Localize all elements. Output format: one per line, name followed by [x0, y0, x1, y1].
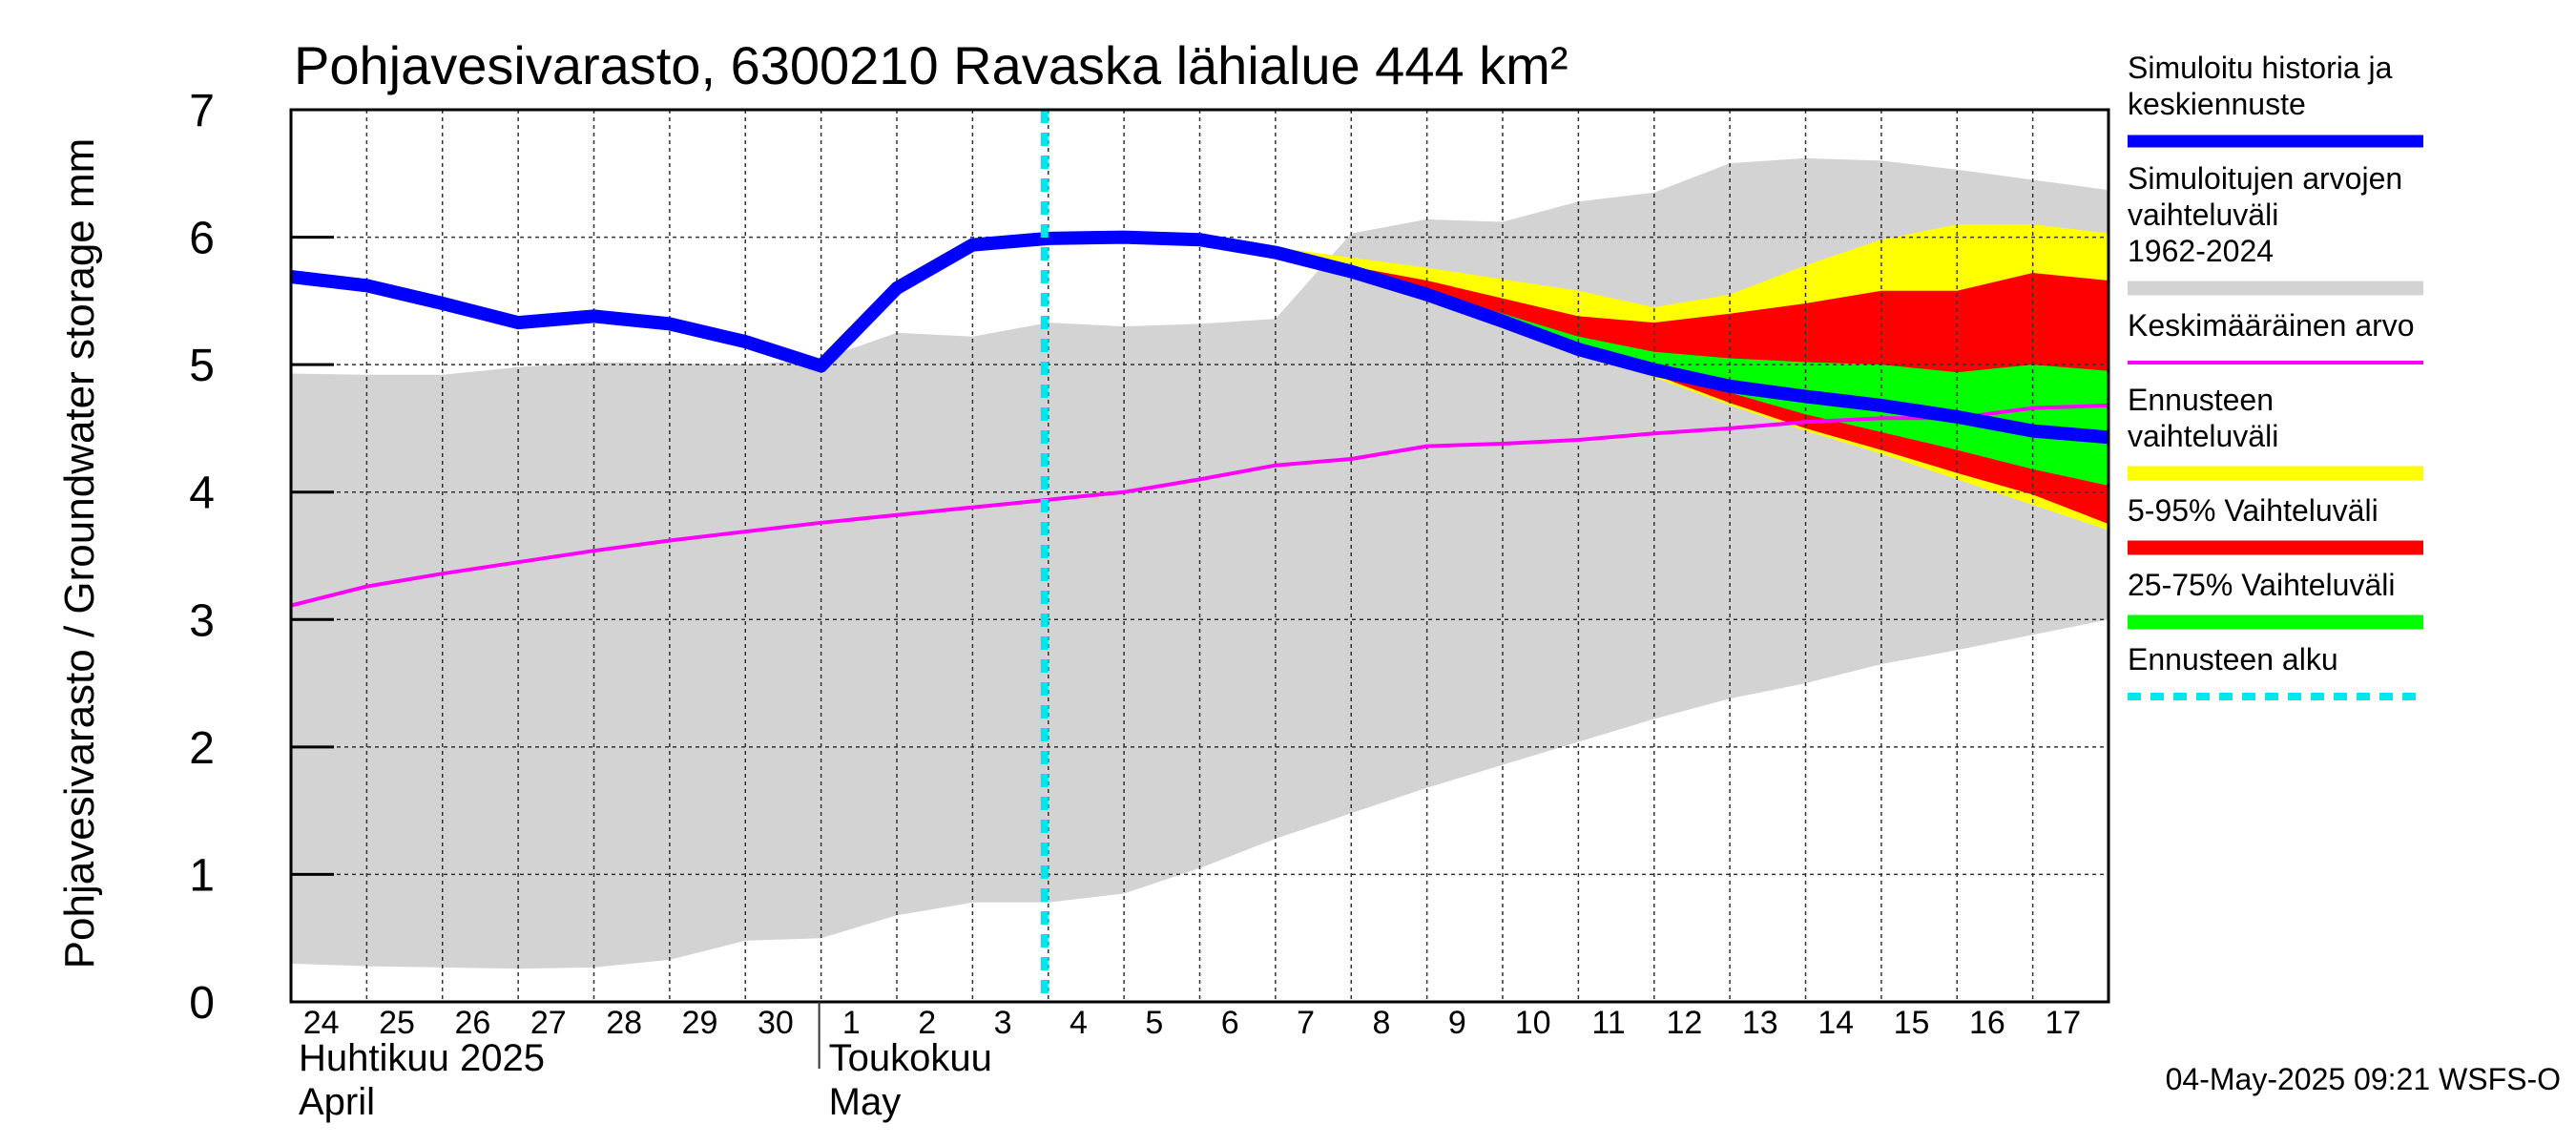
legend-label-5-95-vaihteluv-li: 5-95% Vaihteluväli — [2128, 493, 2379, 528]
legend-label-25-75-vaihteluv-li: 25-75% Vaihteluväli — [2128, 568, 2395, 602]
x-tick-label: 11 — [1591, 1005, 1625, 1041]
x-tick-label: 9 — [1448, 1005, 1466, 1041]
x-tick-label: 1 — [842, 1005, 861, 1041]
x-tick-label: 26 — [455, 1005, 491, 1041]
y-tick-label: 1 — [189, 850, 215, 901]
x-tick-labels: 24 25 26 27 28 29 30 1 2 3 4 5 6 7 8 9 10 11 12 13 14 15 16 17 — [303, 1005, 2081, 1041]
footer-timestamp: 04-May-2025 09:21 WSFS-O — [2166, 1062, 2561, 1096]
y-tick-label: 5 — [189, 341, 215, 391]
x-tick-label: 24 — [303, 1005, 340, 1041]
series-simuloitu-historia-ja-keskiennuste — [290, 230, 2109, 445]
x-tick-label: 6 — [1221, 1005, 1239, 1041]
x-tick-label: 30 — [758, 1005, 794, 1041]
y-tick-label: 7 — [189, 86, 215, 136]
legend: Simuloitu historia ja keskiennuste Simuloi… — [2128, 51, 2423, 700]
series-keskim-r-inen-arvo — [290, 403, 2109, 608]
axes-layer — [289, 108, 2110, 1004]
x-tick-label: 12 — [1667, 1005, 1703, 1041]
x-tick-label: 25 — [379, 1005, 415, 1041]
x-tick-label: 3 — [994, 1005, 1012, 1041]
x-tick-label: 17 — [2045, 1005, 2081, 1041]
month-label-en: April — [299, 1081, 375, 1123]
y-tick-label: 4 — [189, 468, 215, 519]
y-axis-label: Pohjavesivarasto / Groundwater storage m… — [56, 138, 103, 969]
y-tick-labels: 0 1 2 3 4 5 6 7 — [189, 86, 215, 1029]
month-label-en: May — [829, 1081, 902, 1123]
x-tick-label: 15 — [1894, 1005, 1930, 1041]
x-tick-label: 2 — [918, 1005, 936, 1041]
y-tick-label: 6 — [189, 214, 215, 264]
y-tick-label: 2 — [189, 723, 215, 774]
month-label-fi: Toukokuu — [829, 1037, 992, 1079]
plot-frame — [289, 108, 2110, 1004]
x-tick-label: 14 — [1818, 1005, 1854, 1041]
x-tick-label: 10 — [1515, 1005, 1551, 1041]
chart-title: Pohjavesivarasto, 6300210 Ravaska lähial… — [294, 35, 1568, 95]
month-label-fi: Huhtikuu 2025 — [299, 1037, 545, 1079]
y-tick-label: 0 — [189, 978, 215, 1029]
legend-label-ennusteen-alku: Ennusteen alku — [2128, 642, 2338, 677]
x-tick-label: 27 — [530, 1005, 567, 1041]
line-layer — [290, 110, 2109, 1002]
x-tick-label: 13 — [1742, 1005, 1778, 1041]
x-tick-label: 28 — [606, 1005, 642, 1041]
x-tick-label: 8 — [1372, 1005, 1390, 1041]
x-tick-label: 29 — [682, 1005, 718, 1041]
legend-label-ennusteen-vaihteluv-li: Ennusteen vaihteluväli — [2128, 383, 2278, 453]
x-tick-label: 5 — [1145, 1005, 1163, 1041]
y-tick-label: 3 — [189, 595, 215, 646]
x-tick-label: 7 — [1297, 1005, 1315, 1041]
x-tick-label: 4 — [1070, 1005, 1088, 1041]
x-tick-label: 16 — [1969, 1005, 2005, 1041]
legend-label-simuloitu-historia-ja-keskiennuste: Simuloitu historia ja keskiennuste — [2128, 51, 2393, 121]
legend-label-keskim-r-inen-arvo: Keskimääräinen arvo — [2128, 308, 2415, 343]
legend-label-simuloitujen-arvojen-vaihteluv-li-1962-2024: Simuloitujen arvojen vaihteluväli 1962-202… — [2128, 161, 2402, 268]
